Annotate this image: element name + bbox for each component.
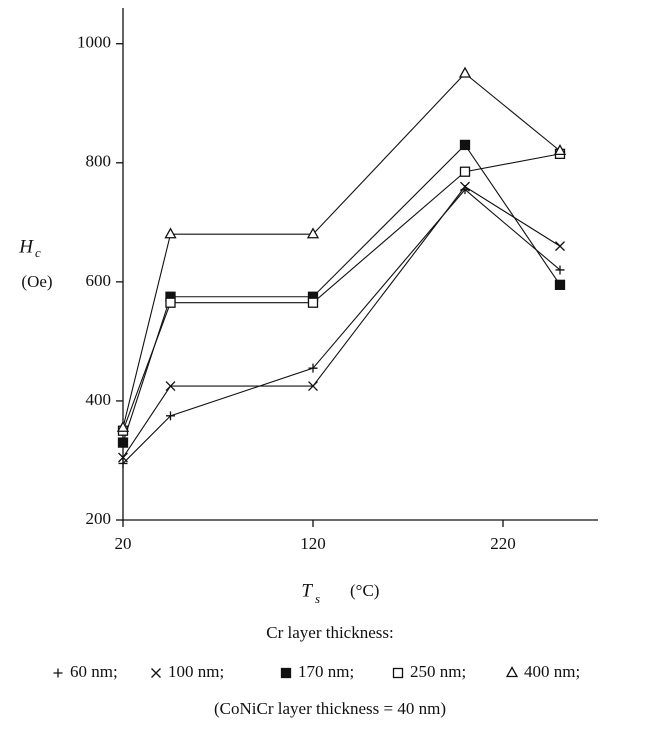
x-tick-label: 120 — [300, 534, 326, 553]
y-tick-label: 600 — [86, 271, 112, 290]
marker — [164, 227, 177, 239]
marker — [460, 181, 470, 192]
marker — [117, 437, 129, 448]
marker — [151, 668, 161, 678]
marker — [118, 452, 128, 463]
x-label: T — [301, 580, 313, 601]
marker — [555, 265, 565, 275]
x-tick-label: 220 — [490, 534, 516, 553]
series-line — [122, 185, 561, 458]
legend-title: Cr layer thickness: — [266, 623, 393, 642]
marker — [459, 166, 471, 177]
marker — [458, 66, 472, 78]
legend-label: 250 nm; — [410, 662, 466, 681]
marker — [306, 227, 320, 239]
x-tick-label: 20 — [115, 534, 132, 553]
marker — [165, 297, 176, 308]
marker — [116, 420, 130, 432]
marker — [554, 279, 566, 290]
series-line — [122, 153, 561, 431]
marker — [118, 458, 128, 468]
series-line — [122, 144, 561, 443]
marker — [308, 381, 318, 392]
y-tick-label: 1000 — [77, 33, 111, 52]
y-tick-label: 200 — [86, 509, 112, 528]
x-label-sub: s — [315, 591, 320, 606]
y-tick-label: 800 — [86, 152, 112, 171]
marker — [307, 297, 319, 308]
marker — [459, 139, 471, 151]
marker — [392, 667, 404, 679]
y-label: H — [18, 236, 34, 257]
marker — [165, 381, 176, 392]
y-label-sub: c — [35, 245, 41, 260]
marker — [53, 668, 63, 678]
y-tick-label: 400 — [86, 390, 112, 409]
legend-label: 400 nm; — [524, 662, 580, 681]
legend-label: 100 nm; — [168, 662, 224, 681]
marker — [553, 144, 567, 156]
marker — [280, 667, 292, 679]
note: (CoNiCr layer thickness = 40 nm) — [214, 699, 446, 718]
legend-label: 60 nm; — [70, 662, 118, 681]
marker — [555, 241, 565, 252]
series-line — [122, 72, 561, 428]
legend-label: 170 nm; — [298, 662, 354, 681]
x-unit: (°C) — [350, 581, 379, 600]
y-unit: (Oe) — [21, 272, 52, 291]
marker — [308, 363, 318, 373]
marker — [166, 411, 175, 421]
marker — [505, 666, 519, 678]
series-line — [122, 188, 561, 464]
